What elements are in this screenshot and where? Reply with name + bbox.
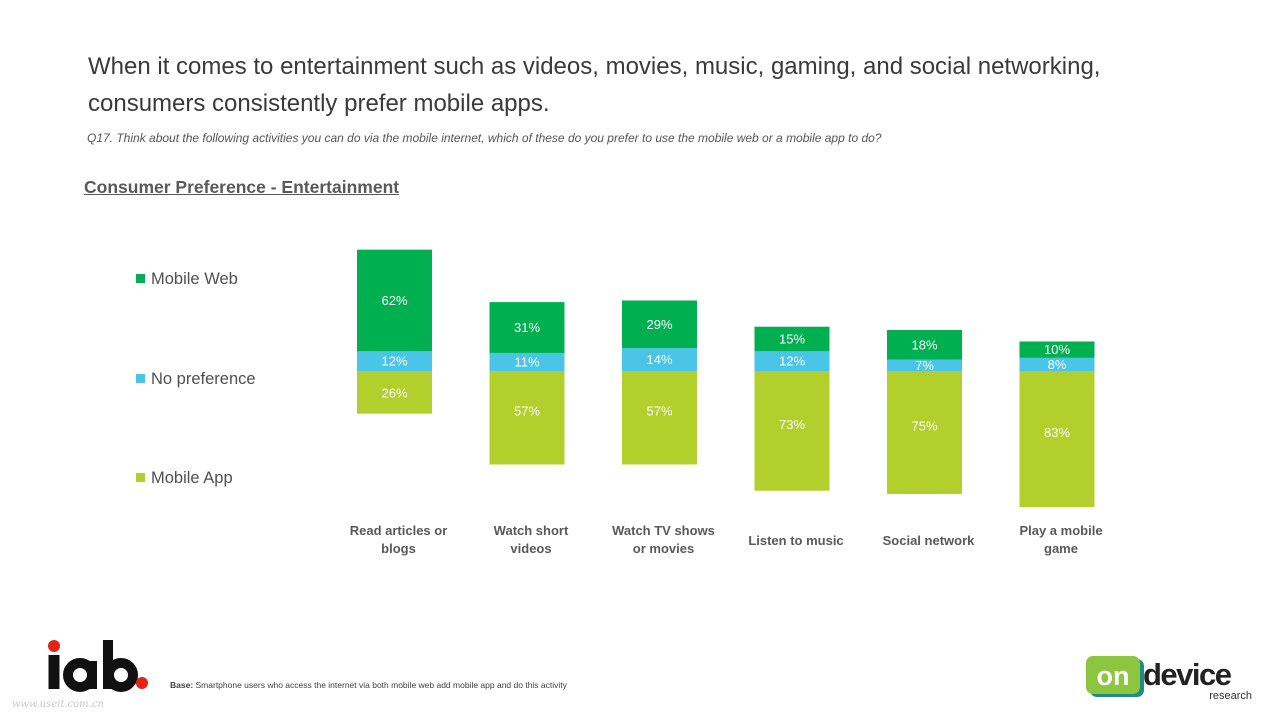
bar-mobile-web-5 <box>1019 341 1095 358</box>
data-label-mobile-web-3: 15% <box>779 332 805 347</box>
category-label-0-line-0: Read articles or <box>350 523 448 538</box>
ondevice-logo: on device research <box>1086 656 1252 702</box>
legend-label-mobile-app: Mobile App <box>151 469 233 487</box>
iab-logo-dot-red <box>48 640 60 652</box>
legend-item-mobile-app: Mobile App <box>136 469 233 488</box>
ondevice-logo-badge <box>1086 656 1140 694</box>
watermark: www.useit.com.cn <box>12 699 104 710</box>
category-label-3-line-0: Listen to music <box>748 533 843 548</box>
legend-item-mobile-web: Mobile Web <box>136 270 238 289</box>
bar-mobile-app-0 <box>357 371 432 414</box>
data-label-mobile-web-0: 62% <box>381 293 407 308</box>
data-label-no-preference-5: 8% <box>1048 357 1067 372</box>
bar-mobile-app-4 <box>887 371 962 494</box>
category-label-4-line-0: Social network <box>883 533 976 548</box>
ondevice-logo-research: research <box>1209 690 1252 702</box>
legend-swatch-mobile-web <box>136 274 145 283</box>
chart-title: Consumer Preference - Entertainment <box>84 177 400 197</box>
bar-mobile-web-2 <box>622 300 697 349</box>
survey-question: Q17. Think about the following activitie… <box>87 131 882 145</box>
data-label-no-preference-2: 14% <box>646 352 672 367</box>
legend-swatch-mobile-app <box>136 473 145 482</box>
footer-base-note: Base: Smartphone users who access the in… <box>170 680 567 690</box>
legend-item-no-preference: No preference <box>136 370 256 389</box>
category-label-0-line-1: blogs <box>381 541 416 556</box>
bar-mobile-app-5 <box>1019 371 1095 508</box>
bar-no-preference-4 <box>887 359 962 371</box>
data-label-mobile-app-2: 57% <box>646 404 672 419</box>
category-label-5-line-1: game <box>1044 541 1078 556</box>
bar-mobile-web-1 <box>489 302 565 353</box>
legend-swatch-no-preference <box>136 374 145 383</box>
data-label-mobile-app-0: 26% <box>381 385 407 400</box>
data-label-mobile-app-4: 75% <box>911 419 937 434</box>
headline: When it comes to entertainment such as v… <box>88 48 1188 122</box>
data-label-no-preference-3: 12% <box>779 354 805 369</box>
data-label-mobile-web-4: 18% <box>911 337 937 352</box>
bar-mobile-web-4 <box>887 330 962 360</box>
footer-base-label: Base: <box>170 680 194 690</box>
bar-no-preference-2 <box>622 348 697 371</box>
iab-logo-dot-period <box>136 677 148 689</box>
headline-line-2: consumers consistently prefer mobile app… <box>88 90 550 117</box>
data-label-mobile-app-3: 73% <box>779 417 805 432</box>
category-label-2-line-0: Watch TV shows <box>612 523 715 538</box>
ondevice-logo-device: device <box>1143 657 1232 692</box>
iab-logo-a-stem <box>87 661 97 689</box>
bar-mobile-app-2 <box>622 371 697 465</box>
bar-no-preference-0 <box>357 351 432 371</box>
bar-mobile-web-3 <box>754 326 830 352</box>
category-label-5-line-0: Play a mobile <box>1019 523 1102 538</box>
data-label-no-preference-4: 7% <box>915 358 934 373</box>
iab-logo <box>48 640 148 692</box>
iab-logo-i-stem <box>48 655 60 689</box>
category-label-2-line-1: or movies <box>633 541 694 556</box>
category-label-1-line-1: videos <box>510 541 551 556</box>
data-label-mobile-web-5: 10% <box>1044 342 1070 357</box>
data-label-mobile-web-1: 31% <box>514 320 540 335</box>
data-label-mobile-web-2: 29% <box>646 317 672 332</box>
ondevice-logo-on: on <box>1097 661 1130 691</box>
data-label-mobile-app-1: 57% <box>514 404 540 419</box>
data-label-no-preference-0: 12% <box>381 354 407 369</box>
bar-mobile-app-1 <box>489 371 565 465</box>
iab-logo-b-bowl <box>104 658 138 692</box>
bar-mobile-web-0 <box>357 249 432 352</box>
bar-no-preference-1 <box>489 352 565 371</box>
bar-mobile-app-3 <box>754 371 830 491</box>
footer-base-text: Smartphone users who access the internet… <box>193 680 567 690</box>
data-label-mobile-app-5: 83% <box>1044 425 1070 440</box>
bar-no-preference-5 <box>1019 357 1095 371</box>
legend-label-no-preference: No preference <box>151 370 256 388</box>
headline-line-1: When it comes to entertainment such as v… <box>88 53 1101 80</box>
legend-label-mobile-web: Mobile Web <box>151 270 238 288</box>
data-label-no-preference-1: 11% <box>514 354 539 369</box>
bar-no-preference-3 <box>754 351 830 371</box>
category-label-1-line-0: Watch short <box>494 523 569 538</box>
